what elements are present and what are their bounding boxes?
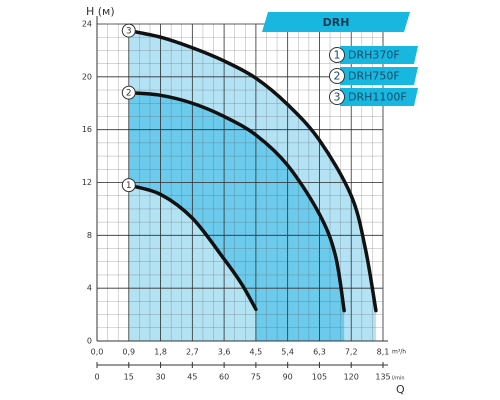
x-tick-label: 0,0 [91,348,104,357]
x-tick-label: 3,6 [218,348,231,357]
y-tick-label: 20 [82,72,92,81]
x2-axis-name: Q [396,383,405,396]
y-tick-label: 0 [87,337,92,346]
y-tick-label: 4 [87,284,92,293]
x-tick-label: 0,9 [122,348,135,357]
x2-tick-label: 45 [187,373,197,382]
legend-marker [329,89,345,105]
curve-marker [121,85,136,100]
x-axis-label: m³/h [392,349,406,356]
legend-number: 1 [334,49,341,62]
y-tick-label: 16 [82,125,92,134]
curve [127,90,346,313]
y-tick-label: 12 [82,178,92,187]
legend-marker [329,68,345,84]
x2-tick-label: 90 [283,373,293,382]
curve-label: 1 [126,181,132,191]
x2-tick-label: 120 [344,373,359,382]
y-tick-label: 8 [87,231,92,240]
x2-tick-label: 0 [94,373,99,382]
legend-box [340,67,418,85]
chart-title: DRH [323,16,350,29]
x-tick-label: 8,1 [377,348,390,357]
x-tick-label: 2,7 [186,348,199,357]
legend-label: DRH370F [348,49,400,62]
y-tick-label: 24 [82,20,92,29]
legend-box [340,46,418,64]
curve [127,183,258,312]
curve [127,28,378,313]
legend-label: DRH1100F [348,91,407,104]
legend-number: 2 [334,70,341,83]
title-box [262,12,410,32]
legend-number: 3 [334,91,341,104]
x2-axis-label: l/min [392,376,405,382]
x2-tick-label: 105 [312,373,327,382]
legend-label: DRH750F [348,70,400,83]
x2-tick-label: 15 [124,373,134,382]
curve-marker [121,178,136,193]
x2-tick-label: 75 [251,373,261,382]
legend-marker [329,47,345,63]
curve-label: 3 [126,27,132,37]
x-tick-label: 6,3 [313,348,326,357]
x-tick-label: 4,5 [250,348,263,357]
x-tick-label: 1,8 [154,348,167,357]
x2-tick-label: 60 [219,373,229,382]
x-tick-label: 7,2 [345,348,358,357]
x2-tick-label: 135 [375,373,390,382]
curve-marker [121,23,136,38]
curve-label: 2 [126,89,132,99]
legend-box [340,88,418,106]
x2-tick-label: 30 [155,373,165,382]
x-tick-label: 5,4 [281,348,294,357]
y-axis-label: H (м) [86,5,115,18]
